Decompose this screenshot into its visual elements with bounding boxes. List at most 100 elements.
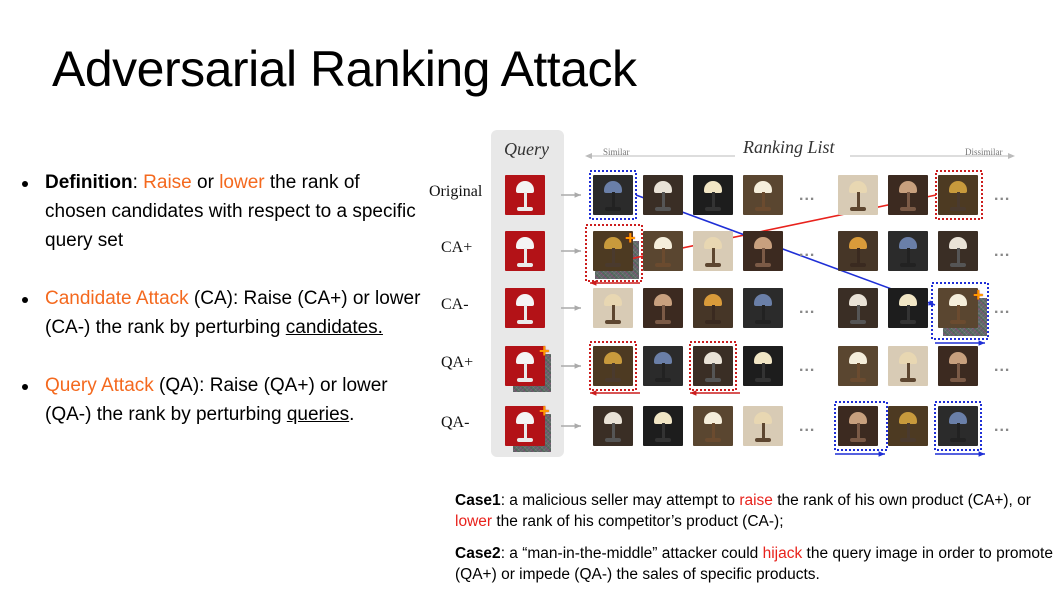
ranking-candidate-image (743, 175, 783, 215)
ranking-candidate-image (938, 175, 978, 215)
raise-word: Raise (143, 172, 192, 193)
lamp-shade-icon (849, 237, 867, 249)
lamp-shade-icon (654, 181, 672, 193)
queries-word: queries (286, 404, 350, 425)
ranking-candidate-image (838, 288, 878, 328)
lamp-pole (957, 363, 960, 379)
ranking-candidate-image (593, 406, 633, 446)
lamp-pole (957, 192, 960, 208)
ranking-candidate-image (888, 288, 928, 328)
ranking-candidate-image (938, 346, 978, 386)
lamp-base (605, 263, 621, 267)
ranking-candidate-image (643, 175, 683, 215)
ranking-candidate-image (838, 346, 878, 386)
lamp-shade-icon (899, 181, 917, 193)
bullet-dot (22, 181, 28, 187)
lamp-base (517, 207, 533, 211)
lamp-base (850, 320, 866, 324)
query-attack-label: Query Attack (45, 375, 154, 396)
ellipsis: ... (799, 243, 816, 260)
plus-icon: + (973, 285, 984, 305)
ellipsis: ... (799, 358, 816, 375)
lamp-base (900, 438, 916, 442)
lamp-base (605, 207, 621, 211)
lamp-shade-icon (604, 294, 622, 306)
selected-box (589, 341, 637, 391)
plus-icon: + (539, 341, 550, 361)
or-word: or (191, 172, 220, 193)
bullet-definition: Definition: Raise or lower the rank of c… (22, 168, 422, 255)
lamp-base (517, 320, 533, 324)
lamp-pole (762, 248, 765, 264)
similar-label: Similar (603, 147, 630, 157)
lower-arrow-head (978, 451, 985, 457)
lamp-shade-icon (516, 181, 534, 193)
case2-part: : a “man-in-the-middle” attacker could (500, 545, 763, 562)
ranking-candidate-image (743, 406, 783, 446)
lamp-shade-icon (949, 412, 967, 424)
lamp-base (950, 438, 966, 442)
query-image (505, 231, 545, 271)
query-header: Query (504, 139, 549, 159)
similarity-arrow-right (1008, 153, 1015, 159)
lamp-shade-icon (704, 412, 722, 424)
lamp-pole (524, 248, 527, 264)
lamp-shade-icon (849, 181, 867, 193)
lamp-pole (612, 248, 615, 264)
row-label-0: Original (429, 183, 483, 200)
lamp-shade-icon (516, 294, 534, 306)
lamp-shade-icon (704, 352, 722, 364)
ranking-candidate-image (888, 175, 928, 215)
ranking-candidate-image (693, 406, 733, 446)
lamp-shade-icon (516, 237, 534, 249)
bullet-dot (22, 297, 28, 303)
lamp-pole (524, 192, 527, 208)
lamp-base (705, 320, 721, 324)
ranking-candidate-image (643, 288, 683, 328)
ranking-list-header: Ranking List (743, 137, 835, 157)
ranking-candidate-image (693, 231, 733, 271)
query-image (505, 288, 545, 328)
bullet-list: Definition: Raise or lower the rank of c… (22, 168, 422, 458)
lamp-shade-icon (949, 237, 967, 249)
lamp-base (655, 263, 671, 267)
lamp-shade-icon (654, 237, 672, 249)
lamp-shade-icon (849, 352, 867, 364)
ranking-candidate-image (643, 406, 683, 446)
definition-label: Definition (45, 172, 133, 193)
case2-text: Case2: a “man-in-the-middle” attacker co… (455, 543, 1055, 585)
lamp-base (755, 320, 771, 324)
ranking-candidate-image (838, 175, 878, 215)
lamp-base (950, 320, 966, 324)
lower-arrow-head (978, 340, 985, 346)
lamp-shade-icon (604, 352, 622, 364)
lamp-pole (857, 305, 860, 321)
plus-icon: + (539, 401, 550, 421)
ranking-candidate-image (938, 231, 978, 271)
lamp-base (517, 438, 533, 442)
lamp-pole (762, 192, 765, 208)
candidate-attack-label: Candidate Attack (45, 288, 189, 309)
lamp-shade-icon (654, 352, 672, 364)
lamp-base (850, 438, 866, 442)
lamp-base (900, 378, 916, 382)
case1-text: Case1: a malicious seller may attempt to… (455, 490, 1055, 532)
lamp-shade-icon (754, 294, 772, 306)
lamp-shade-icon (604, 237, 622, 249)
ranking-candidate-image (743, 288, 783, 328)
lamp-shade-icon (849, 294, 867, 306)
query-arrow-head (574, 192, 581, 198)
lamp-shade-icon (654, 294, 672, 306)
lamp-shade-icon (949, 181, 967, 193)
row-label-2: CA- (441, 296, 469, 313)
lamp-pole (712, 363, 715, 379)
lamp-base (755, 263, 771, 267)
lamp-pole (907, 423, 910, 439)
selected-box (585, 224, 643, 282)
ranking-candidate-image (888, 406, 928, 446)
ellipsis: ... (799, 418, 816, 435)
ranking-candidate-image (593, 288, 633, 328)
lamp-base (755, 207, 771, 211)
query-arrow-head (574, 248, 581, 254)
bullet-dot (22, 384, 28, 390)
